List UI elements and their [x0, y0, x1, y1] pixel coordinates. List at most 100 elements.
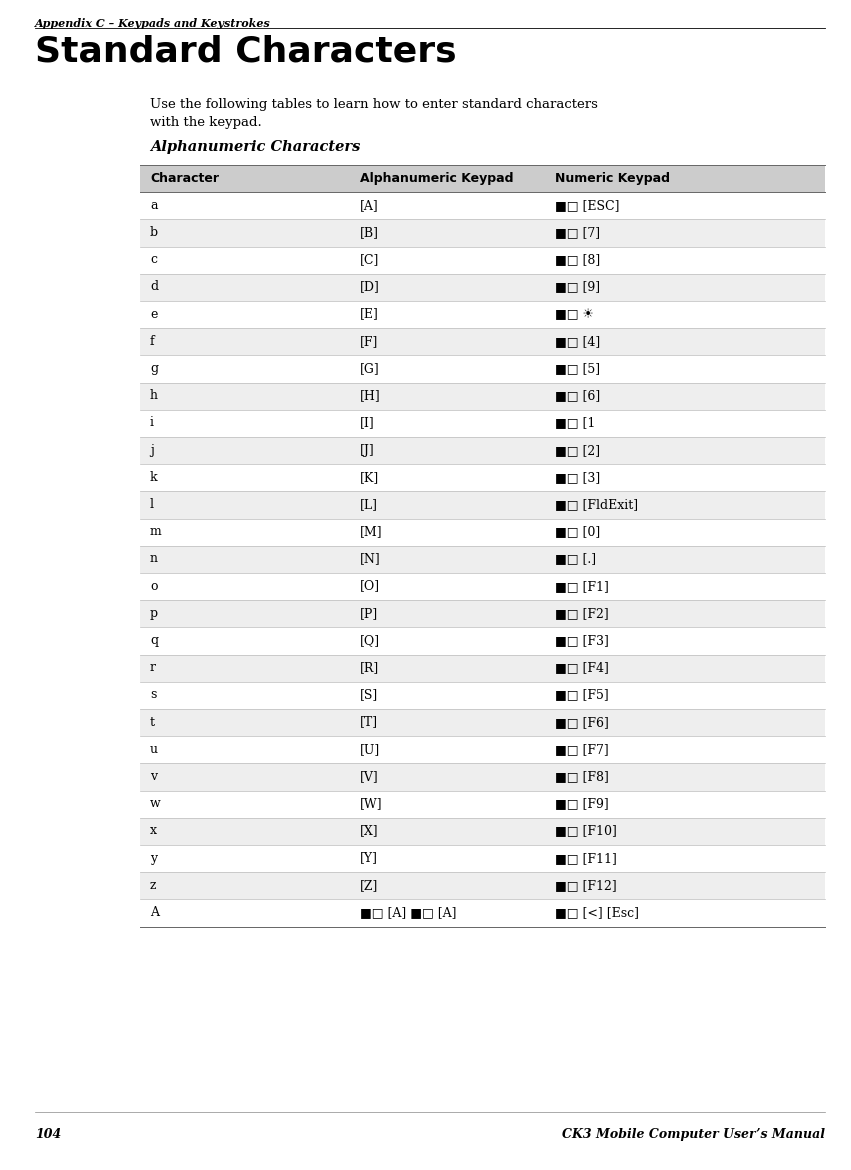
Text: [Q]: [Q]	[360, 634, 380, 647]
FancyBboxPatch shape	[140, 763, 825, 791]
Text: ■□ [4]: ■□ [4]	[555, 335, 600, 347]
Text: ■□ [3]: ■□ [3]	[555, 470, 600, 483]
FancyBboxPatch shape	[140, 654, 825, 682]
Text: ■□ [1: ■□ [1	[555, 417, 596, 429]
FancyBboxPatch shape	[140, 900, 825, 927]
FancyBboxPatch shape	[140, 736, 825, 763]
FancyBboxPatch shape	[140, 274, 825, 301]
Text: ■□ [F6]: ■□ [F6]	[555, 716, 608, 729]
FancyBboxPatch shape	[140, 872, 825, 900]
Text: ■□ [8]: ■□ [8]	[555, 253, 600, 266]
Text: ■□ [5]: ■□ [5]	[555, 362, 600, 374]
Text: ■□ [6]: ■□ [6]	[555, 390, 600, 402]
Text: [L]: [L]	[360, 498, 378, 511]
Text: [Y]: [Y]	[360, 852, 378, 865]
Text: o: o	[150, 579, 157, 592]
Text: [T]: [T]	[360, 716, 378, 729]
Text: [M]: [M]	[360, 525, 383, 538]
FancyBboxPatch shape	[140, 545, 825, 573]
FancyBboxPatch shape	[140, 518, 825, 545]
Text: [G]: [G]	[360, 362, 380, 374]
Text: h: h	[150, 390, 158, 402]
Text: 104: 104	[35, 1128, 61, 1141]
Text: [E]: [E]	[360, 308, 379, 321]
Text: ■□ [FldExit]: ■□ [FldExit]	[555, 498, 638, 511]
FancyBboxPatch shape	[140, 682, 825, 709]
Text: ■□ [F10]: ■□ [F10]	[555, 825, 617, 838]
Text: ■□ ☀: ■□ ☀	[555, 308, 594, 321]
FancyBboxPatch shape	[140, 410, 825, 438]
FancyBboxPatch shape	[140, 356, 825, 383]
FancyBboxPatch shape	[140, 491, 825, 518]
Text: [S]: [S]	[360, 688, 378, 701]
Text: ■□ [F11]: ■□ [F11]	[555, 852, 617, 865]
Text: x: x	[150, 825, 157, 838]
Text: ■□ [<] [Esc]: ■□ [<] [Esc]	[555, 906, 639, 918]
Text: g: g	[150, 362, 158, 374]
Text: Alphanumeric Characters: Alphanumeric Characters	[150, 140, 360, 154]
Text: ■□ [F7]: ■□ [F7]	[555, 743, 608, 756]
Text: a: a	[150, 199, 157, 212]
Text: r: r	[150, 661, 156, 674]
Text: c: c	[150, 253, 157, 266]
Text: [W]: [W]	[360, 797, 383, 810]
FancyBboxPatch shape	[140, 600, 825, 627]
Text: ■□ [F1]: ■□ [F1]	[555, 579, 608, 592]
Text: ■□ [A] ■□ [A]: ■□ [A] ■□ [A]	[360, 906, 456, 918]
Text: p: p	[150, 607, 158, 620]
FancyBboxPatch shape	[140, 709, 825, 736]
Text: [D]: [D]	[360, 281, 380, 294]
FancyBboxPatch shape	[140, 220, 825, 247]
Text: [B]: [B]	[360, 226, 379, 239]
Text: Numeric Keypad: Numeric Keypad	[555, 172, 670, 185]
Text: [V]: [V]	[360, 770, 379, 783]
Text: Standard Characters: Standard Characters	[35, 35, 457, 69]
Text: ■□ [2]: ■□ [2]	[555, 443, 600, 456]
Text: [R]: [R]	[360, 661, 380, 674]
Text: u: u	[150, 743, 158, 756]
Text: [H]: [H]	[360, 390, 380, 402]
Text: [K]: [K]	[360, 470, 380, 483]
Text: ■□ [ESC]: ■□ [ESC]	[555, 199, 620, 212]
Text: [I]: [I]	[360, 417, 374, 429]
FancyBboxPatch shape	[140, 192, 825, 220]
Text: ■□ [0]: ■□ [0]	[555, 525, 600, 538]
Text: t: t	[150, 716, 155, 729]
Text: ■□ [F12]: ■□ [F12]	[555, 879, 617, 892]
Text: z: z	[150, 879, 157, 892]
Text: [J]: [J]	[360, 443, 374, 456]
Text: Character: Character	[150, 172, 219, 185]
Text: [O]: [O]	[360, 579, 380, 592]
Text: y: y	[150, 852, 157, 865]
FancyBboxPatch shape	[140, 791, 825, 818]
FancyBboxPatch shape	[140, 573, 825, 600]
Text: ■□ [F4]: ■□ [F4]	[555, 661, 608, 674]
Text: ■□ [9]: ■□ [9]	[555, 281, 600, 294]
Text: [U]: [U]	[360, 743, 380, 756]
Text: v: v	[150, 770, 157, 783]
Text: [F]: [F]	[360, 335, 379, 347]
Text: e: e	[150, 308, 157, 321]
FancyBboxPatch shape	[140, 438, 825, 464]
Text: [N]: [N]	[360, 552, 380, 565]
Text: CK3 Mobile Computer User’s Manual: CK3 Mobile Computer User’s Manual	[562, 1128, 825, 1141]
FancyBboxPatch shape	[140, 464, 825, 491]
Text: q: q	[150, 634, 158, 647]
Text: l: l	[150, 498, 154, 511]
Text: i: i	[150, 417, 154, 429]
FancyBboxPatch shape	[140, 845, 825, 872]
Text: j: j	[150, 443, 154, 456]
Text: [A]: [A]	[360, 199, 379, 212]
Text: ■□ [F9]: ■□ [F9]	[555, 797, 608, 810]
Text: ■□ [F2]: ■□ [F2]	[555, 607, 608, 620]
Text: A: A	[150, 906, 159, 918]
Text: w: w	[150, 797, 161, 810]
FancyBboxPatch shape	[140, 627, 825, 654]
FancyBboxPatch shape	[140, 383, 825, 410]
Text: Alphanumeric Keypad: Alphanumeric Keypad	[360, 172, 513, 185]
Text: [Z]: [Z]	[360, 879, 379, 892]
Text: [C]: [C]	[360, 253, 380, 266]
Text: k: k	[150, 470, 157, 483]
Text: [P]: [P]	[360, 607, 378, 620]
Text: f: f	[150, 335, 155, 347]
